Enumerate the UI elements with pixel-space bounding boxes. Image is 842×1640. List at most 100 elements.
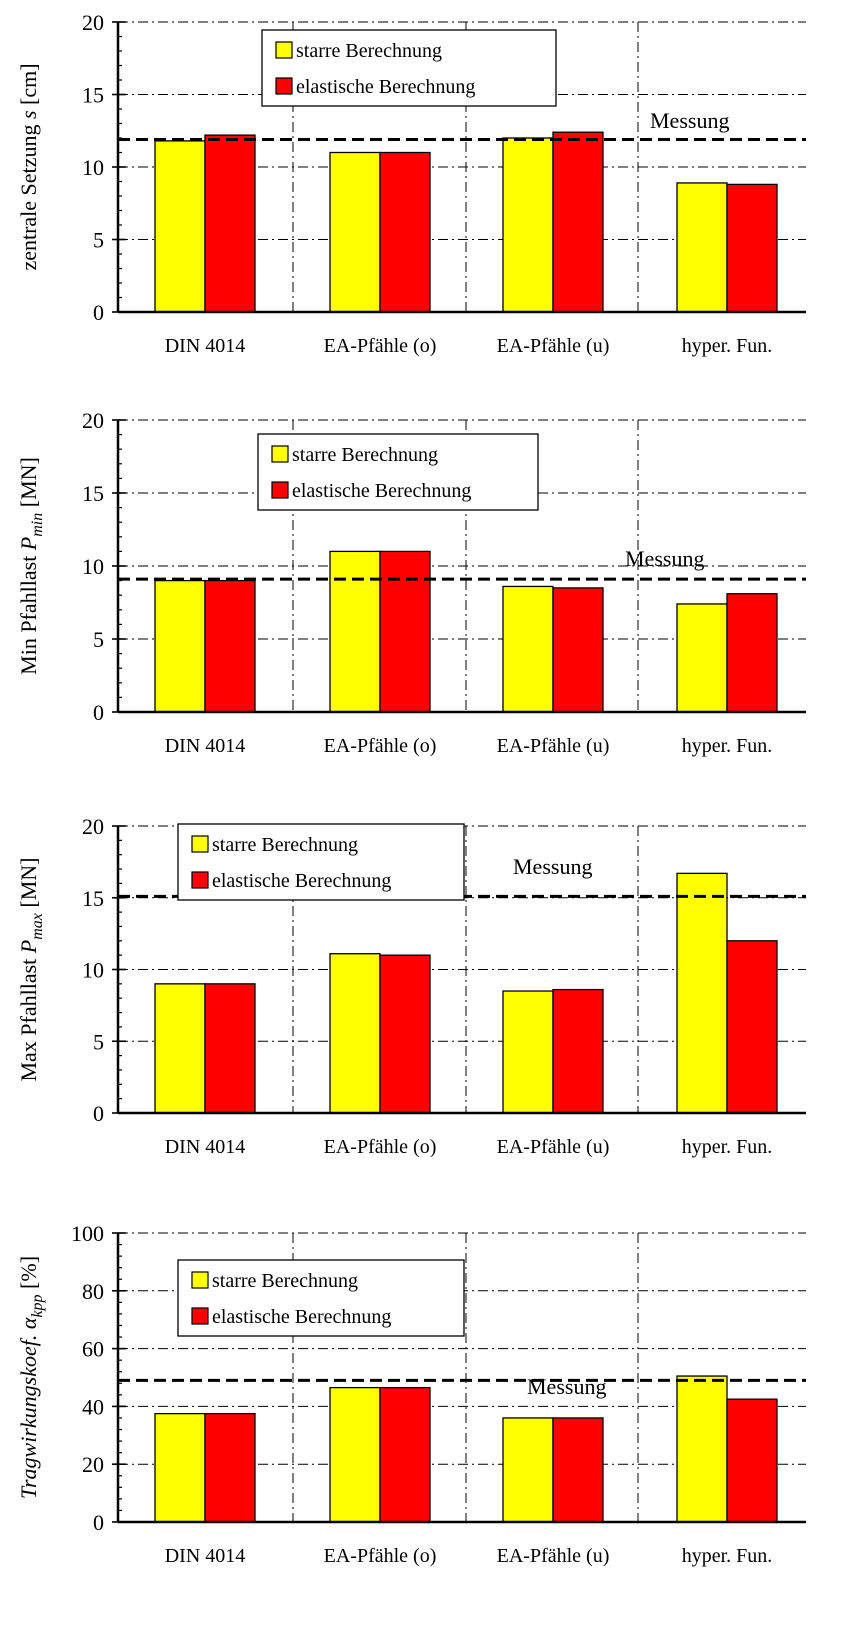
legend-label: elastische Berechnung — [212, 1306, 391, 1328]
bar-starre-3 — [502, 990, 554, 1114]
measurement-label: Messung — [625, 546, 704, 571]
bar-starre-4 — [676, 1375, 728, 1523]
y-tick-label: 15 — [82, 886, 104, 911]
y-tick-label: 5 — [93, 1029, 104, 1054]
y-tick-label: 80 — [82, 1279, 104, 1304]
category-label: DIN 4014 — [165, 335, 246, 357]
measurement-label: Messung — [513, 854, 592, 879]
category-label: EA-Pfähle (u) — [497, 1136, 610, 1158]
legend-swatch — [191, 835, 209, 853]
category-label: DIN 4014 — [165, 1136, 246, 1158]
y-tick-label: 60 — [82, 1337, 104, 1362]
y-axis-label: Max Pfahllast Pmax [MN] — [16, 857, 46, 1081]
bar-elastische-2 — [379, 1386, 431, 1523]
measurement-label: Messung — [527, 1374, 606, 1399]
bar-starre-4 — [676, 182, 728, 313]
category-label: hyper. Fun. — [682, 1545, 773, 1567]
legend-swatch — [275, 77, 293, 95]
y-axis-label: Tragwirkungskoef. αkpp [%] — [16, 1256, 46, 1499]
legend-label: elastische Berechnung — [292, 480, 471, 502]
measurement-label: Messung — [650, 108, 729, 133]
y-tick-label: 0 — [93, 700, 104, 725]
y-tick-label: 5 — [93, 627, 104, 652]
bar-elastische-1 — [204, 983, 256, 1114]
bar-elastische-3 — [552, 1417, 604, 1523]
y-tick-label: 15 — [82, 481, 104, 506]
legend-box — [257, 433, 539, 511]
legend-box — [177, 823, 465, 901]
bar-elastische-1 — [204, 579, 256, 713]
legend-label: starre Berechnung — [212, 834, 358, 856]
category-label: EA-Pfähle (u) — [497, 335, 610, 357]
category-label: EA-Pfähle (o) — [324, 335, 437, 357]
y-tick-label: 20 — [82, 10, 104, 35]
bar-starre-2 — [329, 953, 381, 1114]
legend-label: elastische Berechnung — [212, 870, 391, 892]
y-tick-label: 20 — [82, 814, 104, 839]
bar-starre-2 — [329, 1386, 381, 1523]
y-axis-label: Min Pfahllast Pmin [MN] — [16, 457, 46, 675]
category-label: DIN 4014 — [165, 1545, 246, 1567]
y-tick-label: 20 — [82, 408, 104, 433]
category-label: hyper. Fun. — [682, 335, 773, 357]
legend-label: elastische Berechnung — [296, 76, 475, 98]
bar-elastische-2 — [379, 954, 431, 1114]
chart-panel-1: Messung 0 5 10 15 20 DIN 4014 EA-Pfähle (o) EA-P… — [16, 10, 806, 357]
chart-panel-3: Messung 0 5 10 15 20 DIN 4014 EA-Pfähle (o) EA-P… — [16, 814, 806, 1158]
bar-elastische-3 — [552, 988, 604, 1114]
y-tick-label: 10 — [82, 155, 104, 180]
category-label: hyper. Fun. — [682, 1136, 773, 1158]
bar-starre-3 — [502, 585, 554, 713]
y-tick-label: 10 — [82, 958, 104, 983]
y-tick-label: 0 — [93, 1101, 104, 1126]
bar-starre-1 — [154, 983, 206, 1114]
bar-starre-1 — [154, 579, 206, 713]
category-label: hyper. Fun. — [682, 735, 773, 757]
legend-label: starre Berechnung — [296, 40, 442, 62]
bar-elastische-2 — [379, 550, 431, 713]
bar-starre-1 — [154, 140, 206, 313]
legend: starre Berechnung elastische Berechnung — [261, 29, 557, 107]
bar-starre-4 — [676, 603, 728, 713]
y-tick-label: 100 — [71, 1221, 104, 1246]
bar-elastische-3 — [552, 131, 604, 313]
category-label: EA-Pfähle (o) — [324, 735, 437, 757]
bar-starre-2 — [329, 550, 381, 713]
bars — [154, 872, 778, 1114]
legend-swatch — [275, 41, 293, 59]
legend-label: starre Berechnung — [212, 1270, 358, 1292]
legend-swatch — [191, 1271, 209, 1289]
category-label: DIN 4014 — [165, 735, 246, 757]
legend-swatch — [271, 445, 289, 463]
category-label: EA-Pfähle (u) — [497, 735, 610, 757]
y-tick-label: 15 — [82, 83, 104, 108]
bar-elastische-1 — [204, 1412, 256, 1523]
bar-starre-1 — [154, 1412, 206, 1523]
bar-elastische-1 — [204, 134, 256, 313]
y-axis-label: zentrale Setzung s [cm] — [16, 63, 41, 270]
bar-elastische-4 — [726, 1398, 778, 1523]
legend: starre Berechnung elastische Berechnung — [177, 823, 465, 901]
y-tick-label: 10 — [82, 554, 104, 579]
category-label: EA-Pfähle (u) — [497, 1545, 610, 1567]
legend-swatch — [191, 871, 209, 889]
legend-label: starre Berechnung — [292, 444, 438, 466]
y-tick-label: 5 — [93, 228, 104, 253]
legend-box — [177, 1259, 465, 1337]
legend: starre Berechnung elastische Berechnung — [177, 1259, 465, 1337]
bar-starre-4 — [676, 872, 728, 1114]
bar-elastische-2 — [379, 151, 431, 313]
chart-panel-4: Messung 0 20 40 60 80 100 DIN 4014 EA-Pfähle (o)… — [16, 1221, 806, 1567]
y-tick-label: 0 — [93, 300, 104, 325]
chart-panel-2: Messung 0 5 10 15 20 DIN 4014 EA-Pfähle (o) EA-P… — [16, 408, 806, 757]
bar-elastische-4 — [726, 940, 778, 1114]
bar-elastische-4 — [726, 183, 778, 313]
y-tick-label: 40 — [82, 1394, 104, 1419]
legend-swatch — [191, 1307, 209, 1325]
y-tick-label: 20 — [82, 1452, 104, 1477]
bar-starre-3 — [502, 137, 554, 313]
legend-swatch — [271, 481, 289, 499]
category-label: EA-Pfähle (o) — [324, 1545, 437, 1567]
bar-starre-3 — [502, 1417, 554, 1523]
